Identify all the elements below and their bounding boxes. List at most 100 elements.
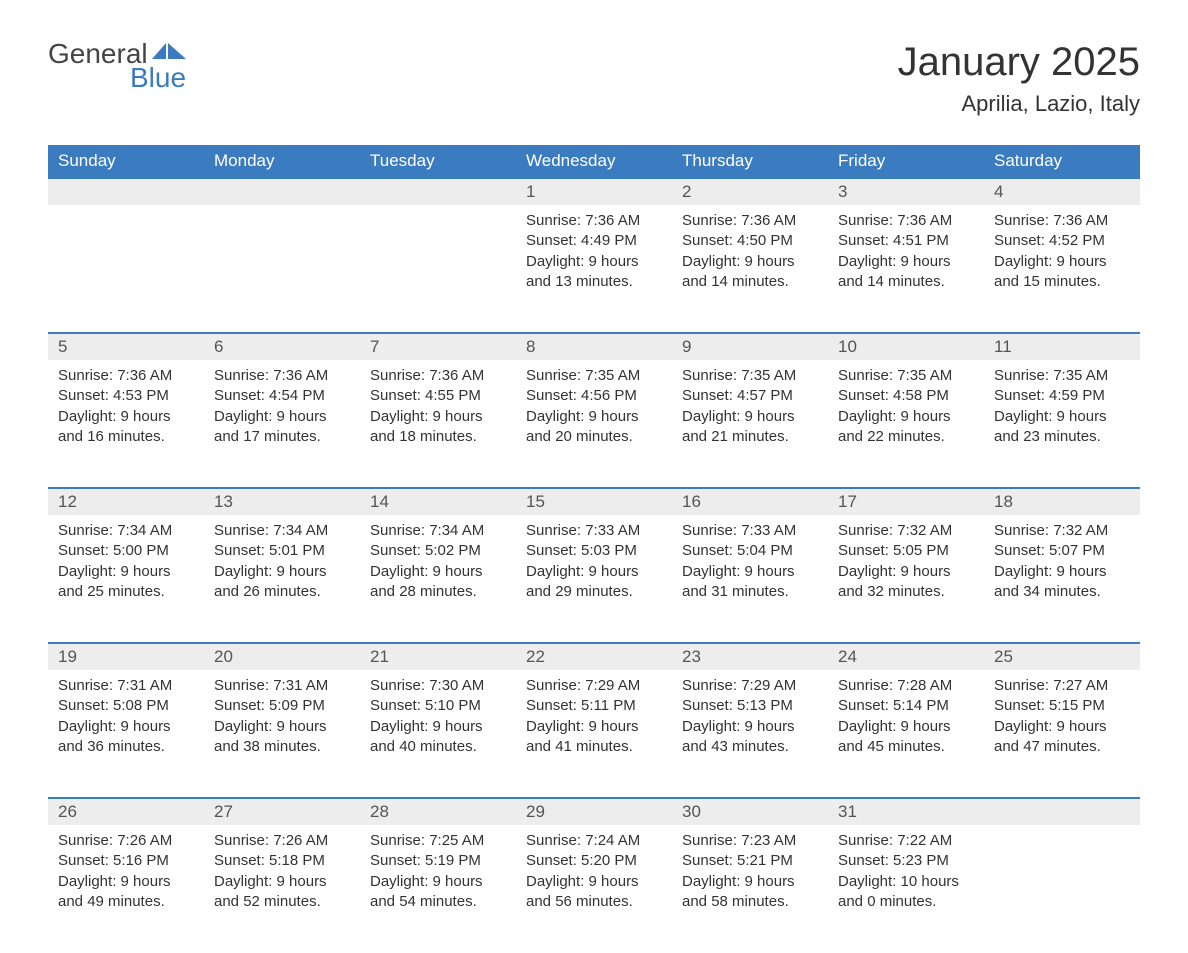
sunrise-line: Sunrise: 7:26 AM — [58, 831, 194, 851]
sunrise-line: Sunrise: 7:35 AM — [526, 366, 662, 386]
daylight-line: Daylight: 9 hours and 38 minutes. — [214, 717, 350, 758]
sunset-line: Sunset: 4:57 PM — [682, 386, 818, 406]
sunrise-line: Sunrise: 7:35 AM — [994, 366, 1130, 386]
day-number-cell: 29 — [516, 798, 672, 825]
empty-cell — [48, 178, 204, 205]
sunset-line: Sunset: 5:13 PM — [682, 696, 818, 716]
empty-cell — [204, 205, 360, 333]
daylight-line: Daylight: 9 hours and 41 minutes. — [526, 717, 662, 758]
calendar-table: SundayMondayTuesdayWednesdayThursdayFrid… — [48, 145, 1140, 953]
sunrise-line: Sunrise: 7:30 AM — [370, 676, 506, 696]
sunset-line: Sunset: 5:04 PM — [682, 541, 818, 561]
daylight-line: Daylight: 9 hours and 49 minutes. — [58, 872, 194, 913]
sunrise-line: Sunrise: 7:28 AM — [838, 676, 974, 696]
day-content-cell: Sunrise: 7:36 AMSunset: 4:53 PMDaylight:… — [48, 360, 204, 488]
day-content-cell: Sunrise: 7:28 AMSunset: 5:14 PMDaylight:… — [828, 670, 984, 798]
sunrise-line: Sunrise: 7:25 AM — [370, 831, 506, 851]
empty-cell — [360, 205, 516, 333]
daylight-line: Daylight: 9 hours and 17 minutes. — [214, 407, 350, 448]
day-number-cell: 15 — [516, 488, 672, 515]
day-content-cell: Sunrise: 7:24 AMSunset: 5:20 PMDaylight:… — [516, 825, 672, 953]
sunrise-line: Sunrise: 7:32 AM — [838, 521, 974, 541]
daylight-line: Daylight: 9 hours and 54 minutes. — [370, 872, 506, 913]
sunset-line: Sunset: 5:01 PM — [214, 541, 350, 561]
sunset-line: Sunset: 4:56 PM — [526, 386, 662, 406]
daylight-line: Daylight: 9 hours and 58 minutes. — [682, 872, 818, 913]
day-number-cell: 25 — [984, 643, 1140, 670]
sunrise-line: Sunrise: 7:32 AM — [994, 521, 1130, 541]
sunset-line: Sunset: 4:49 PM — [526, 231, 662, 251]
day-number-cell: 3 — [828, 178, 984, 205]
day-number-row: 262728293031 — [48, 798, 1140, 825]
sunrise-line: Sunrise: 7:36 AM — [838, 211, 974, 231]
sunrise-line: Sunrise: 7:27 AM — [994, 676, 1130, 696]
day-content-cell: Sunrise: 7:29 AMSunset: 5:13 PMDaylight:… — [672, 670, 828, 798]
sunset-line: Sunset: 5:08 PM — [58, 696, 194, 716]
day-number-cell: 19 — [48, 643, 204, 670]
sunrise-line: Sunrise: 7:23 AM — [682, 831, 818, 851]
day-number-cell: 2 — [672, 178, 828, 205]
day-content-cell: Sunrise: 7:22 AMSunset: 5:23 PMDaylight:… — [828, 825, 984, 953]
sunrise-line: Sunrise: 7:24 AM — [526, 831, 662, 851]
empty-cell — [984, 825, 1140, 953]
sunset-line: Sunset: 5:23 PM — [838, 851, 974, 871]
day-number-cell: 24 — [828, 643, 984, 670]
daylight-line: Daylight: 9 hours and 18 minutes. — [370, 407, 506, 448]
sunset-line: Sunset: 5:20 PM — [526, 851, 662, 871]
empty-cell — [360, 178, 516, 205]
sunrise-line: Sunrise: 7:34 AM — [214, 521, 350, 541]
day-content-cell: Sunrise: 7:36 AMSunset: 4:52 PMDaylight:… — [984, 205, 1140, 333]
empty-cell — [984, 798, 1140, 825]
day-content-cell: Sunrise: 7:33 AMSunset: 5:03 PMDaylight:… — [516, 515, 672, 643]
daylight-line: Daylight: 9 hours and 28 minutes. — [370, 562, 506, 603]
sunrise-line: Sunrise: 7:31 AM — [58, 676, 194, 696]
day-number-cell: 7 — [360, 333, 516, 360]
sunrise-line: Sunrise: 7:36 AM — [58, 366, 194, 386]
sunrise-line: Sunrise: 7:36 AM — [370, 366, 506, 386]
sunset-line: Sunset: 5:11 PM — [526, 696, 662, 716]
daylight-line: Daylight: 9 hours and 14 minutes. — [838, 252, 974, 293]
daylight-line: Daylight: 9 hours and 40 minutes. — [370, 717, 506, 758]
brand-logo: General Blue — [48, 40, 186, 92]
daylight-line: Daylight: 9 hours and 43 minutes. — [682, 717, 818, 758]
day-number-cell: 17 — [828, 488, 984, 515]
day-content-cell: Sunrise: 7:33 AMSunset: 5:04 PMDaylight:… — [672, 515, 828, 643]
day-number-row: 1234 — [48, 178, 1140, 205]
daylight-line: Daylight: 9 hours and 26 minutes. — [214, 562, 350, 603]
sunset-line: Sunset: 5:10 PM — [370, 696, 506, 716]
sunset-line: Sunset: 5:09 PM — [214, 696, 350, 716]
day-number-cell: 4 — [984, 178, 1140, 205]
sunset-line: Sunset: 4:51 PM — [838, 231, 974, 251]
sunset-line: Sunset: 5:03 PM — [526, 541, 662, 561]
day-number-cell: 21 — [360, 643, 516, 670]
day-content-cell: Sunrise: 7:32 AMSunset: 5:07 PMDaylight:… — [984, 515, 1140, 643]
sunrise-line: Sunrise: 7:36 AM — [994, 211, 1130, 231]
daylight-line: Daylight: 9 hours and 23 minutes. — [994, 407, 1130, 448]
weekday-header: Wednesday — [516, 145, 672, 178]
sunrise-line: Sunrise: 7:34 AM — [58, 521, 194, 541]
sunset-line: Sunset: 5:15 PM — [994, 696, 1130, 716]
sunset-line: Sunset: 5:07 PM — [994, 541, 1130, 561]
day-content-cell: Sunrise: 7:35 AMSunset: 4:58 PMDaylight:… — [828, 360, 984, 488]
weekday-header: Sunday — [48, 145, 204, 178]
weekday-header-row: SundayMondayTuesdayWednesdayThursdayFrid… — [48, 145, 1140, 178]
day-content-cell: Sunrise: 7:35 AMSunset: 4:59 PMDaylight:… — [984, 360, 1140, 488]
day-content-cell: Sunrise: 7:35 AMSunset: 4:57 PMDaylight:… — [672, 360, 828, 488]
sunset-line: Sunset: 5:05 PM — [838, 541, 974, 561]
sunset-line: Sunset: 4:52 PM — [994, 231, 1130, 251]
daylight-line: Daylight: 9 hours and 34 minutes. — [994, 562, 1130, 603]
sunset-line: Sunset: 5:19 PM — [370, 851, 506, 871]
day-number-cell: 6 — [204, 333, 360, 360]
day-number-cell: 13 — [204, 488, 360, 515]
sunrise-line: Sunrise: 7:34 AM — [370, 521, 506, 541]
sunrise-line: Sunrise: 7:29 AM — [526, 676, 662, 696]
day-content-cell: Sunrise: 7:34 AMSunset: 5:01 PMDaylight:… — [204, 515, 360, 643]
day-content-cell: Sunrise: 7:27 AMSunset: 5:15 PMDaylight:… — [984, 670, 1140, 798]
day-number-cell: 11 — [984, 333, 1140, 360]
day-content-row: Sunrise: 7:34 AMSunset: 5:00 PMDaylight:… — [48, 515, 1140, 643]
daylight-line: Daylight: 9 hours and 21 minutes. — [682, 407, 818, 448]
sunrise-line: Sunrise: 7:36 AM — [526, 211, 662, 231]
day-content-cell: Sunrise: 7:35 AMSunset: 4:56 PMDaylight:… — [516, 360, 672, 488]
empty-cell — [48, 205, 204, 333]
day-content-cell: Sunrise: 7:23 AMSunset: 5:21 PMDaylight:… — [672, 825, 828, 953]
